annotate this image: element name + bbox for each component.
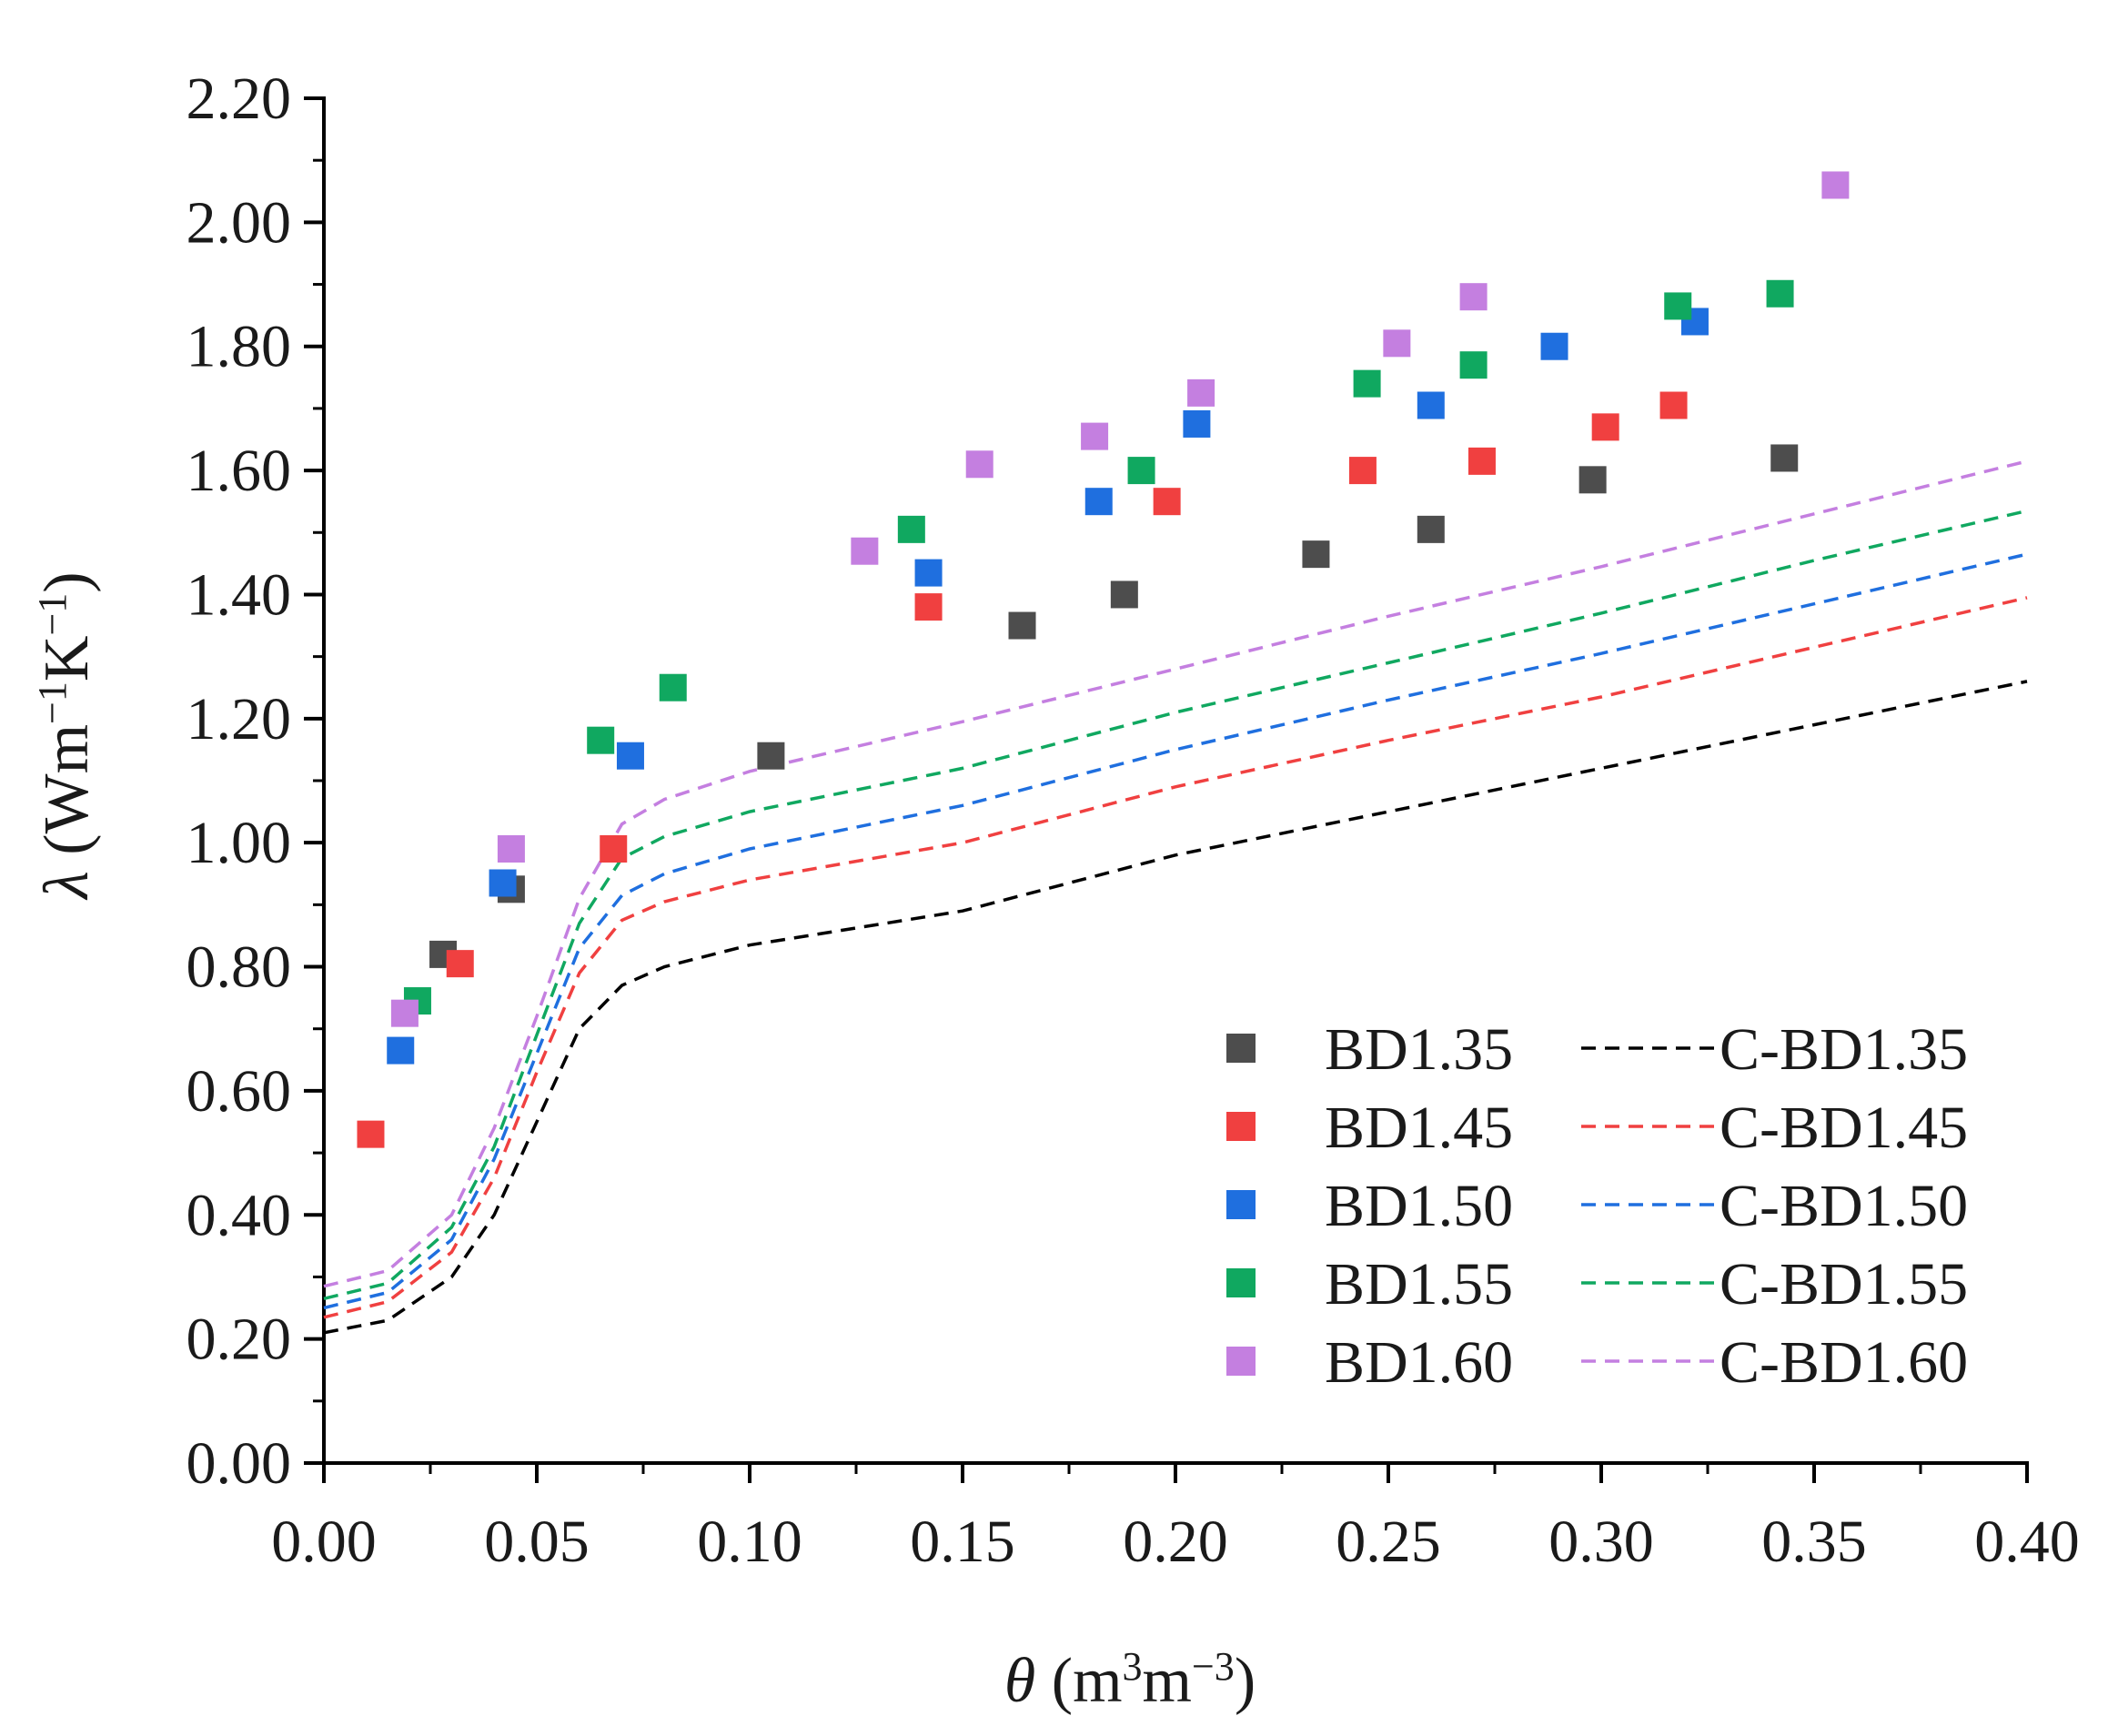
y-tick-label: 2.20 — [187, 66, 292, 132]
y-axis-title: λ (Wm−1K−1) — [30, 571, 103, 900]
axes: 0.00 0.05 0.10 0.15 0.20 0.25 0.30 0.35 0.40 0.00… — [187, 66, 2080, 1575]
y-tick-label: 0.00 — [187, 1430, 292, 1497]
axis-titles: θ (m3m−3) λ (Wm−1K−1) — [30, 571, 1256, 1716]
curve-c-bd1.35 — [323, 680, 2028, 1335]
x-tick-label: 0.30 — [1548, 1509, 1654, 1575]
point-bd1.35 — [1417, 515, 1445, 543]
point-bd1.60 — [965, 450, 993, 479]
legend-label: BD1.55 — [1325, 1251, 1513, 1317]
point-bd1.60 — [1081, 422, 1109, 450]
point-bd1.45 — [357, 1120, 385, 1148]
point-bd1.45 — [1591, 413, 1619, 441]
legend-label: C-BD1.45 — [1720, 1095, 1968, 1161]
point-bd1.45 — [446, 950, 474, 978]
legend-label: C-BD1.55 — [1720, 1251, 1968, 1317]
y-tick-label: 1.80 — [187, 314, 292, 380]
legend-label: BD1.45 — [1325, 1095, 1513, 1161]
legend-label: BD1.35 — [1325, 1016, 1513, 1083]
point-bd1.35 — [757, 742, 785, 770]
point-bd1.35 — [1302, 540, 1330, 569]
x-tick-label: 0.40 — [1974, 1509, 2080, 1575]
point-bd1.50 — [616, 742, 644, 770]
legend-label: C-BD1.60 — [1720, 1329, 1968, 1396]
y-tick-label: 0.60 — [187, 1058, 292, 1125]
legend-label: BD1.50 — [1325, 1173, 1513, 1239]
x-tick-label: 0.10 — [697, 1509, 802, 1575]
y-tick-label: 0.80 — [187, 934, 292, 1001]
legend-marker — [1226, 1347, 1256, 1376]
legend-label: C-BD1.35 — [1720, 1016, 1968, 1083]
legend-marker — [1226, 1190, 1256, 1219]
point-bd1.55 — [1353, 369, 1381, 398]
point-bd1.55 — [659, 673, 687, 701]
legend-label: BD1.60 — [1325, 1329, 1513, 1396]
legend-marker — [1226, 1112, 1256, 1141]
point-bd1.60 — [497, 835, 525, 863]
curve-c-bd1.45 — [323, 596, 2028, 1319]
y-tick-label: 1.60 — [187, 438, 292, 504]
point-bd1.50 — [1084, 488, 1113, 516]
point-bd1.55 — [1127, 457, 1155, 485]
legend-marker — [1226, 1268, 1256, 1297]
y-tick-label: 2.00 — [187, 189, 292, 256]
y-tick-label: 1.00 — [187, 810, 292, 876]
point-bd1.50 — [387, 1036, 415, 1065]
measured-points — [357, 171, 1850, 1148]
point-bd1.50 — [489, 869, 517, 897]
point-bd1.45 — [1659, 391, 1688, 419]
curve-c-bd1.50 — [323, 552, 2028, 1310]
point-bd1.60 — [1187, 378, 1215, 407]
point-bd1.60 — [390, 999, 419, 1027]
point-bd1.45 — [1467, 447, 1496, 475]
y-tick-label: 0.20 — [187, 1307, 292, 1373]
y-tick-label: 1.40 — [187, 561, 292, 628]
point-bd1.35 — [1110, 580, 1138, 609]
point-bd1.35 — [1578, 466, 1607, 494]
point-bd1.50 — [1417, 391, 1445, 419]
point-bd1.60 — [851, 537, 879, 565]
point-bd1.50 — [1183, 409, 1211, 438]
x-tick-label: 0.00 — [271, 1509, 377, 1575]
y-tick-label: 0.40 — [187, 1182, 292, 1248]
point-bd1.55 — [1459, 351, 1488, 379]
legend-label: C-BD1.50 — [1720, 1173, 1968, 1239]
x-tick-label: 0.20 — [1123, 1509, 1228, 1575]
point-bd1.50 — [914, 559, 943, 587]
point-bd1.55 — [1664, 292, 1692, 320]
legend: BD1.35 BD1.45 BD1.50 BD1.55 BD1.60 C-BD1.35 C-… — [1226, 1016, 1968, 1396]
x-axis-title: θ (m3m−3) — [1004, 1644, 1256, 1717]
point-bd1.60 — [1459, 283, 1488, 311]
x-tick-label: 0.25 — [1336, 1509, 1441, 1575]
point-bd1.45 — [1348, 457, 1377, 485]
x-tick-label: 0.05 — [484, 1509, 590, 1575]
point-bd1.50 — [1540, 332, 1568, 360]
point-bd1.45 — [600, 835, 628, 863]
point-bd1.60 — [1383, 329, 1411, 358]
point-bd1.35 — [1770, 444, 1799, 472]
curve-c-bd1.55 — [323, 509, 2028, 1301]
point-bd1.35 — [1008, 611, 1036, 640]
point-bd1.55 — [587, 726, 615, 754]
curve-c-bd1.60 — [323, 459, 2028, 1288]
fitted-curves — [323, 459, 2028, 1335]
legend-marker — [1226, 1034, 1256, 1063]
y-tick-label: 1.20 — [187, 686, 292, 752]
x-tick-label: 0.15 — [910, 1509, 1015, 1575]
point-bd1.55 — [897, 515, 925, 543]
point-bd1.45 — [1153, 488, 1181, 516]
point-bd1.45 — [914, 593, 943, 621]
point-bd1.60 — [1821, 171, 1850, 199]
point-bd1.55 — [1766, 279, 1794, 308]
x-tick-label: 0.35 — [1761, 1509, 1867, 1575]
